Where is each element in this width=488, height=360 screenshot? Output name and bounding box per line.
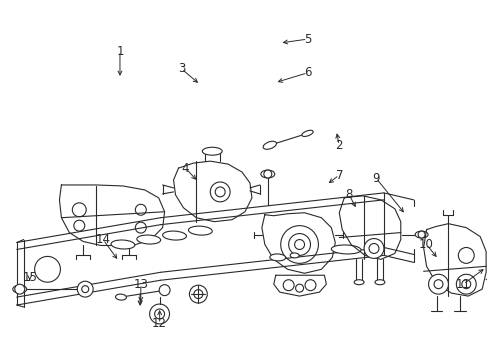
Ellipse shape — [269, 254, 285, 261]
Circle shape — [280, 226, 318, 264]
Ellipse shape — [111, 240, 135, 249]
Circle shape — [455, 274, 475, 294]
Circle shape — [154, 309, 164, 319]
Circle shape — [368, 243, 378, 253]
Ellipse shape — [202, 147, 222, 155]
Circle shape — [35, 256, 61, 282]
Ellipse shape — [353, 280, 364, 285]
Text: 5: 5 — [303, 33, 310, 46]
Circle shape — [427, 274, 447, 294]
Circle shape — [215, 187, 224, 197]
Circle shape — [149, 304, 169, 324]
Text: 7: 7 — [335, 168, 342, 181]
Ellipse shape — [289, 253, 299, 258]
Ellipse shape — [13, 285, 27, 293]
Circle shape — [189, 285, 207, 303]
Text: 4: 4 — [182, 162, 189, 175]
Text: 15: 15 — [22, 271, 37, 284]
Circle shape — [461, 280, 470, 289]
Circle shape — [457, 247, 473, 264]
Circle shape — [135, 204, 146, 215]
Text: 8: 8 — [345, 188, 352, 201]
Text: 6: 6 — [303, 66, 311, 79]
Circle shape — [305, 280, 315, 291]
Circle shape — [283, 280, 293, 291]
Text: 11: 11 — [455, 278, 470, 291]
Circle shape — [294, 239, 304, 249]
Ellipse shape — [301, 130, 312, 136]
Circle shape — [364, 239, 383, 258]
Ellipse shape — [414, 231, 427, 238]
Text: 10: 10 — [418, 238, 433, 251]
Text: 13: 13 — [133, 278, 148, 291]
Ellipse shape — [137, 235, 161, 244]
Ellipse shape — [188, 226, 212, 235]
Ellipse shape — [263, 141, 276, 149]
Ellipse shape — [260, 170, 274, 178]
Ellipse shape — [115, 294, 126, 300]
Circle shape — [194, 290, 203, 298]
Text: 14: 14 — [96, 233, 110, 246]
Ellipse shape — [163, 231, 186, 240]
Text: 9: 9 — [371, 171, 379, 185]
Circle shape — [15, 284, 25, 294]
Circle shape — [72, 203, 86, 217]
Circle shape — [264, 170, 271, 178]
Ellipse shape — [374, 280, 384, 285]
Circle shape — [288, 234, 310, 255]
Circle shape — [159, 285, 170, 296]
Text: 12: 12 — [152, 318, 167, 330]
Circle shape — [77, 281, 93, 297]
Circle shape — [74, 220, 84, 231]
Circle shape — [295, 284, 303, 292]
Ellipse shape — [331, 245, 360, 254]
Circle shape — [433, 280, 442, 289]
Text: 2: 2 — [335, 139, 342, 152]
Circle shape — [81, 286, 88, 293]
Text: 1: 1 — [116, 45, 123, 58]
Text: 3: 3 — [178, 62, 185, 75]
Circle shape — [210, 182, 230, 202]
Circle shape — [417, 231, 424, 238]
Circle shape — [135, 222, 146, 233]
